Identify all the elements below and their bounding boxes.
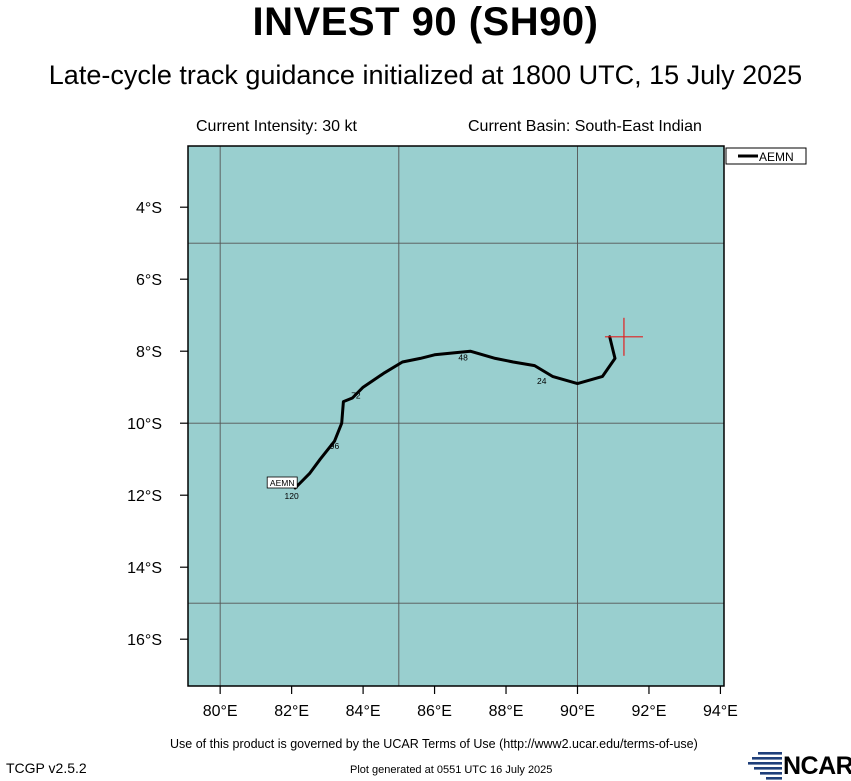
ocean-background — [188, 146, 724, 686]
y-tick-label: 12°S — [127, 488, 162, 505]
y-tick-label: 16°S — [127, 632, 162, 649]
y-tick-label: 8°S — [136, 344, 162, 361]
x-tick-label: 80°E — [203, 703, 238, 720]
tau-label: 72 — [351, 390, 361, 400]
y-tick-label: 6°S — [136, 272, 162, 289]
x-tick-label: 84°E — [346, 703, 381, 720]
y-tick-label: 10°S — [127, 416, 162, 433]
x-tick-label: 86°E — [417, 703, 452, 720]
y-axis: 4°S 6°S 8°S 10°S 12°S 14°S 16°S — [127, 200, 188, 649]
plot-generated-text: Plot generated at 0551 UTC 16 July 2025 — [350, 764, 552, 776]
ncar-logo-text: NCAR — [783, 752, 851, 781]
tau-label: 48 — [458, 353, 468, 363]
tau-label: 120 — [285, 491, 299, 501]
x-tick-label: 88°E — [489, 703, 524, 720]
y-tick-label: 4°S — [136, 200, 162, 217]
x-tick-label: 92°E — [632, 703, 667, 720]
legend: AEMN — [726, 148, 806, 164]
x-tick-label: 82°E — [274, 703, 309, 720]
x-tick-label: 94°E — [703, 703, 738, 720]
legend-label: AEMN — [759, 150, 794, 164]
tau-label: 24 — [537, 376, 547, 386]
terms-of-use-text: Use of this product is governed by the U… — [170, 737, 698, 751]
x-tick-label: 90°E — [560, 703, 595, 720]
version-text: TCGP v2.5.2 — [6, 760, 87, 776]
track-end-label: AEMN — [270, 478, 295, 488]
y-tick-label: 14°S — [127, 560, 162, 577]
tau-label: 96 — [330, 441, 340, 451]
